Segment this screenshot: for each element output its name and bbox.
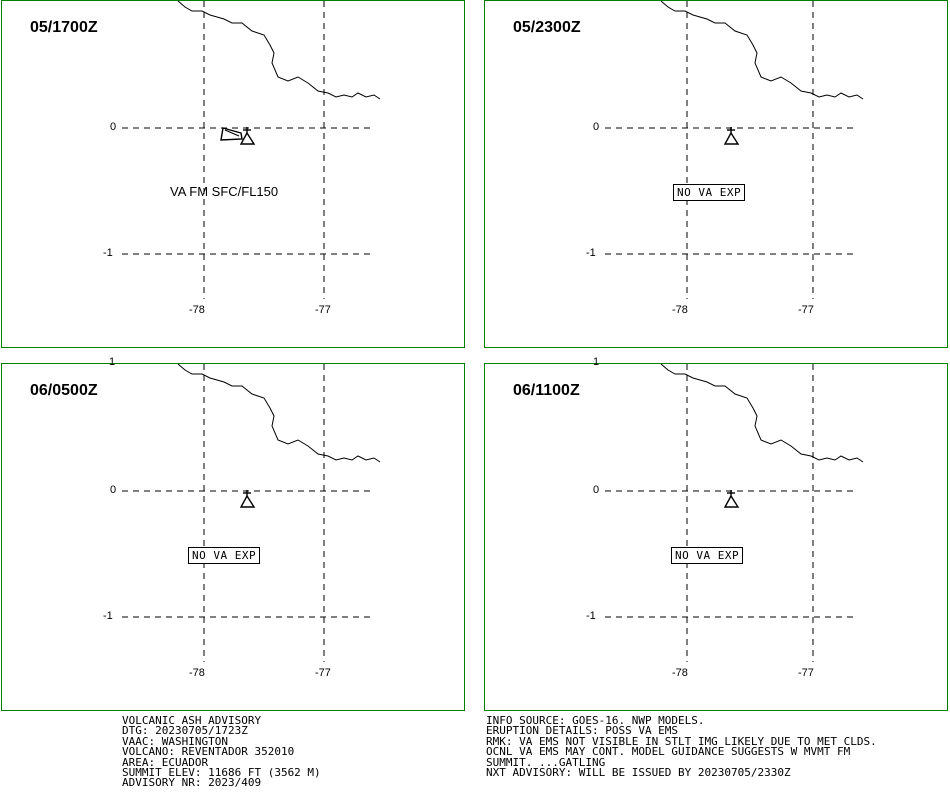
lon-label-77: -77 xyxy=(798,667,814,679)
lat-label-0: 0 xyxy=(593,484,600,496)
lat-label-1-right: 1 xyxy=(593,356,600,368)
advisory-line: DTG: 20230705/1723Z xyxy=(122,724,248,738)
lon-label-78: -78 xyxy=(672,667,688,679)
lat-label-neg1: -1 xyxy=(586,610,596,622)
ash-area-outline xyxy=(220,127,243,141)
no-ash-box: NO VA EXP xyxy=(671,547,744,564)
map-canvas xyxy=(122,364,381,662)
map-panel-0611: 06/1100Z NO VA EXP 0 -1 -78 -77 xyxy=(484,363,948,711)
lon-label-78: -78 xyxy=(189,667,205,679)
advisory-line: ADVISORY NR: 2023/409 xyxy=(122,776,262,790)
advisory-line: INFO SOURCE: GOES-16. NWP MODELS. xyxy=(486,714,705,727)
lat-label-neg1: -1 xyxy=(103,247,113,259)
lat-label-0: 0 xyxy=(110,484,117,496)
lon-label-78: -78 xyxy=(672,304,688,316)
volcano-icon xyxy=(239,127,256,145)
map-panel-0605: 06/0500Z NO VA EXP 0 -1 -78 -77 xyxy=(1,363,465,711)
lon-label-77: -77 xyxy=(315,304,331,316)
coastline xyxy=(660,364,864,463)
advisory-line: SUMMIT. ...GATLING xyxy=(486,755,606,769)
panel-title: 05/2300Z xyxy=(513,19,581,36)
volcano-icon xyxy=(239,490,256,508)
lat-label-neg1: -1 xyxy=(103,610,113,622)
advisory-line: VAAC: WASHINGTON xyxy=(122,734,228,748)
lat-label-0: 0 xyxy=(110,121,117,133)
advisory-line: VOLCANO: REVENTADOR 352010 xyxy=(122,745,295,759)
ash-annotation: VA FM SFC/FL150 xyxy=(170,184,279,199)
no-ash-box: NO VA EXP xyxy=(673,184,746,201)
panel-title: 05/1700Z xyxy=(30,19,98,36)
map-panel-0517: 05/1700Z VA FM SFC/FL150 0 -1 -78 -77 xyxy=(1,0,465,348)
lon-label-78: -78 xyxy=(189,304,205,316)
lat-label-0: 0 xyxy=(593,121,600,133)
advisory-line: SUMMIT ELEV: 11686 FT (3562 M) xyxy=(122,766,321,780)
volcano-icon xyxy=(723,490,740,508)
advisory-line: RMK: VA EMS NOT VISIBLE IN STLT IMG LIKE… xyxy=(486,734,877,748)
advisory-line: NXT ADVISORY: WILL BE ISSUED BY 20230705… xyxy=(486,766,791,780)
coastline xyxy=(177,364,381,463)
advisory-info-left: VOLCANIC ASH ADVISORY DTG: 20230705/1723… xyxy=(122,714,321,790)
advisory-line: OCNL VA EMS MAY CONT. MODEL GUIDANCE SUG… xyxy=(486,745,851,759)
advisory-line: ERUPTION DETAILS: POSS VA EMS xyxy=(486,724,679,738)
advisory-line: AREA: ECUADOR xyxy=(122,755,209,769)
lon-label-77: -77 xyxy=(798,304,814,316)
panel-title: 06/0500Z xyxy=(30,382,98,399)
map-canvas xyxy=(122,1,381,299)
lat-label-neg1: -1 xyxy=(586,247,596,259)
lon-label-77: -77 xyxy=(315,667,331,679)
map-canvas xyxy=(605,1,864,299)
volcano-icon xyxy=(723,127,740,145)
lat-label-1-left: 1 xyxy=(109,356,116,368)
advisory-info-right: INFO SOURCE: GOES-16. NWP MODELS. ERUPTI… xyxy=(486,714,877,780)
map-canvas xyxy=(605,364,864,662)
map-panel-0523: 05/2300Z NO VA EXP 0 -1 -78 -77 xyxy=(484,0,948,348)
coastline xyxy=(660,1,864,100)
panel-title: 06/1100Z xyxy=(513,382,580,399)
coastline xyxy=(177,1,381,100)
advisory-line: VOLCANIC ASH ADVISORY xyxy=(122,714,262,727)
no-ash-box: NO VA EXP xyxy=(188,547,261,564)
